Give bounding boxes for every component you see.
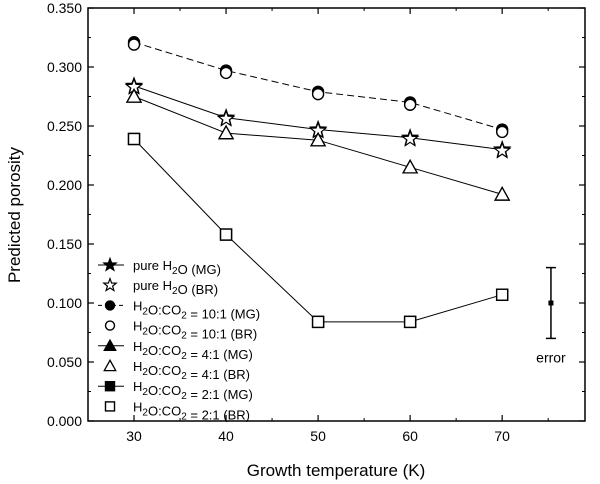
- error-bar-label: error: [536, 349, 566, 365]
- legend-marker-star-open: [102, 276, 118, 292]
- y-tick-label: 0.050: [47, 354, 82, 370]
- legend-marker-circle-filled: [104, 300, 116, 311]
- axis-ticks: 0.000 0.050 0.100 0.150 0.200 0.250 0.300 0.350…: [47, 0, 585, 444]
- data-point-square-open: [219, 228, 233, 241]
- legend-marker-square-open: [104, 401, 116, 412]
- error-bar-center: [548, 300, 554, 306]
- legend: pure H2O (MG)pure H2O (BR)H2O:CO2 = 10:1…: [98, 256, 260, 422]
- data-point-triangle-open: [217, 124, 235, 140]
- data-point-circle-open: [403, 98, 417, 111]
- data-point-star-open: [216, 109, 236, 127]
- legend-marker-triangle-open: [103, 358, 117, 372]
- data-point-triangle-open: [309, 131, 327, 147]
- x-tick-label: 50: [310, 428, 326, 444]
- data-point-square-open: [495, 288, 509, 301]
- x-tick-label: 30: [126, 428, 142, 444]
- legend-marker-star-filled: [102, 256, 118, 272]
- y-tick-label: 0.350: [47, 0, 82, 16]
- plot-frame: [87, 7, 586, 422]
- data-point-circle-open: [127, 38, 141, 51]
- data-point-square-open: [403, 315, 417, 329]
- y-tick-label: 0.150: [47, 236, 82, 252]
- data-point-star-open: [492, 141, 512, 159]
- x-tick-label: 60: [402, 428, 418, 444]
- legend-label: H2O:CO2 = 2:1 (MG): [133, 379, 253, 402]
- data-point-square-open: [311, 315, 325, 329]
- legend-marker-triangle-filled: [103, 338, 117, 352]
- x-tick-label: 70: [494, 428, 510, 444]
- legend-label: pure H2O (MG): [133, 258, 221, 277]
- data-point-circle-open: [495, 125, 509, 139]
- data-point-square-open: [127, 132, 141, 146]
- data-point-triangle-open: [402, 158, 419, 174]
- y-axis-title: Predicted porosity: [5, 146, 24, 283]
- y-tick-label: 0.000: [47, 413, 82, 429]
- legend-label: H2O:CO2 = 4:1 (BR): [133, 359, 250, 382]
- error-bar: error: [536, 266, 566, 365]
- series-lines: [133, 41, 503, 323]
- series-markers: [124, 36, 512, 329]
- y-tick-label: 0.250: [47, 118, 82, 134]
- y-tick-label: 0.200: [47, 177, 82, 193]
- data-point-triangle-open: [125, 88, 143, 103]
- legend-label: H2O:CO2 = 10:1 (BR): [133, 319, 257, 342]
- legend-marker-circle-open: [104, 320, 116, 331]
- data-point-triangle-open: [494, 186, 511, 201]
- legend-label: H2O:CO2 = 4:1 (MG): [133, 339, 253, 362]
- y-tick-label: 0.100: [47, 295, 82, 311]
- y-tick-label: 0.300: [47, 59, 82, 75]
- data-point-star-open: [400, 129, 420, 147]
- legend-label: H2O:CO2 = 10:1 (MG): [133, 298, 260, 321]
- legend-label: H2O:CO2 = 2:1 (BR): [133, 399, 250, 422]
- legend-marker-square-filled: [104, 380, 116, 392]
- data-point-circle-open: [219, 66, 233, 80]
- legend-label: pure H2O (BR): [133, 278, 218, 297]
- data-point-circle-open: [311, 87, 325, 101]
- x-axis-title: Growth temperature (K): [247, 461, 426, 480]
- x-tick-label: 40: [218, 428, 234, 444]
